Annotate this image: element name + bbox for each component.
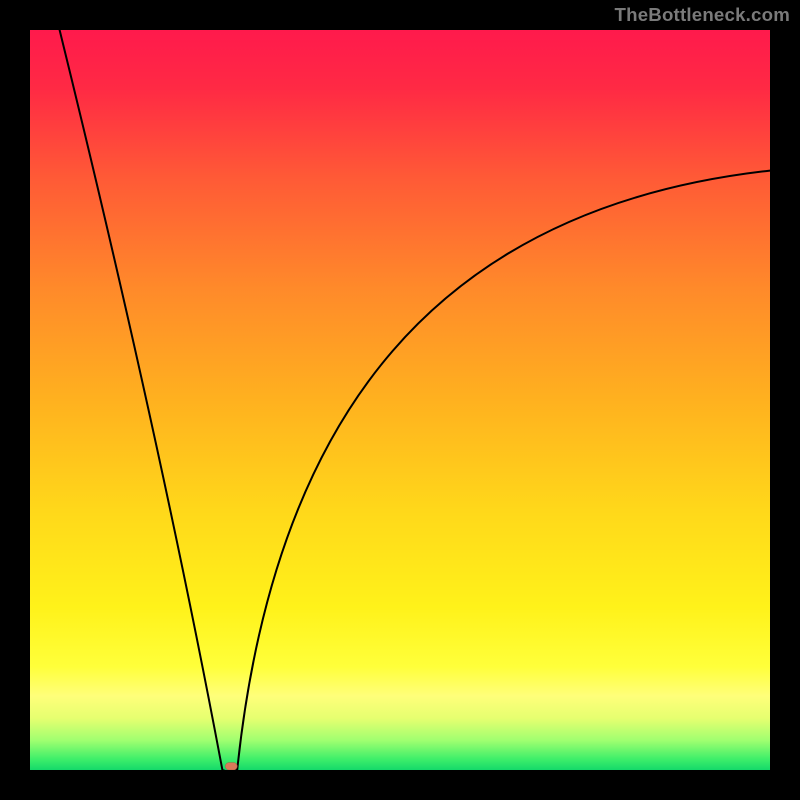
- optimum-marker: [225, 763, 237, 770]
- chart-svg: [0, 0, 800, 800]
- bottleneck-chart: TheBottleneck.com: [0, 0, 800, 800]
- plot-background: [30, 30, 770, 770]
